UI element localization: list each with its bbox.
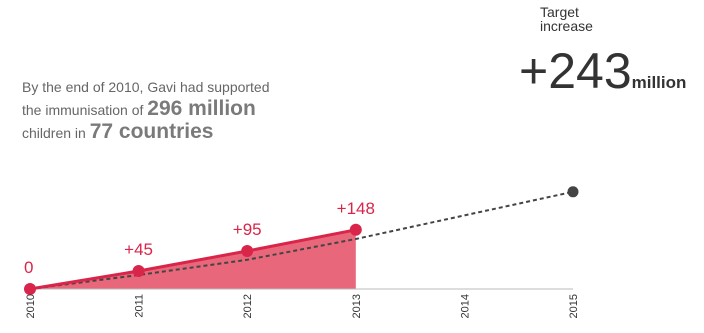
x-tick-label-2014: 2014 <box>459 294 471 318</box>
data-label-2012: +95 <box>233 220 262 239</box>
target-end-point <box>567 186 579 198</box>
target-line <box>29 190 574 290</box>
target-label-line-1: Target <box>540 4 579 20</box>
x-tick-label-2012: 2012 <box>242 294 254 318</box>
data-label-2010: 0 <box>24 258 33 277</box>
intro-line-3: children in 77 countries <box>22 121 362 144</box>
intro-line-2-text: the immunisation of <box>22 102 144 118</box>
x-tick-label-2015: 2015 <box>568 294 580 318</box>
x-tick-label-2011: 2011 <box>134 294 146 318</box>
intro-line-1: By the end of 2010, Gavi had supported <box>22 79 270 95</box>
intro-line-2: the immunisation of 296 million <box>22 98 362 121</box>
data-label-2011: +45 <box>124 240 153 259</box>
actual-area <box>30 229 356 289</box>
x-tick-label-2013: 2013 <box>351 294 363 318</box>
actual-line <box>29 228 357 291</box>
actual-point-2011 <box>132 265 145 277</box>
data-label-2013: +148 <box>337 199 375 218</box>
intro-line-3-text: children in <box>22 125 86 141</box>
intro-total-children: 296 million <box>147 97 256 120</box>
target-number: +243 <box>519 43 632 99</box>
target-label-line-2: increase <box>540 18 593 34</box>
intro-country-count: 77 countries <box>89 120 214 143</box>
target-value: +243million <box>519 46 686 96</box>
intro-text: By the end of 2010, Gavi had supported t… <box>22 77 362 144</box>
x-tick-label-2010: 2010 <box>25 294 37 318</box>
actual-point-2010 <box>24 283 36 295</box>
target-label: Target increase <box>540 5 620 33</box>
target-unit: million <box>631 73 687 92</box>
actual-point-2012 <box>241 245 254 257</box>
actual-point-2013 <box>349 223 362 236</box>
